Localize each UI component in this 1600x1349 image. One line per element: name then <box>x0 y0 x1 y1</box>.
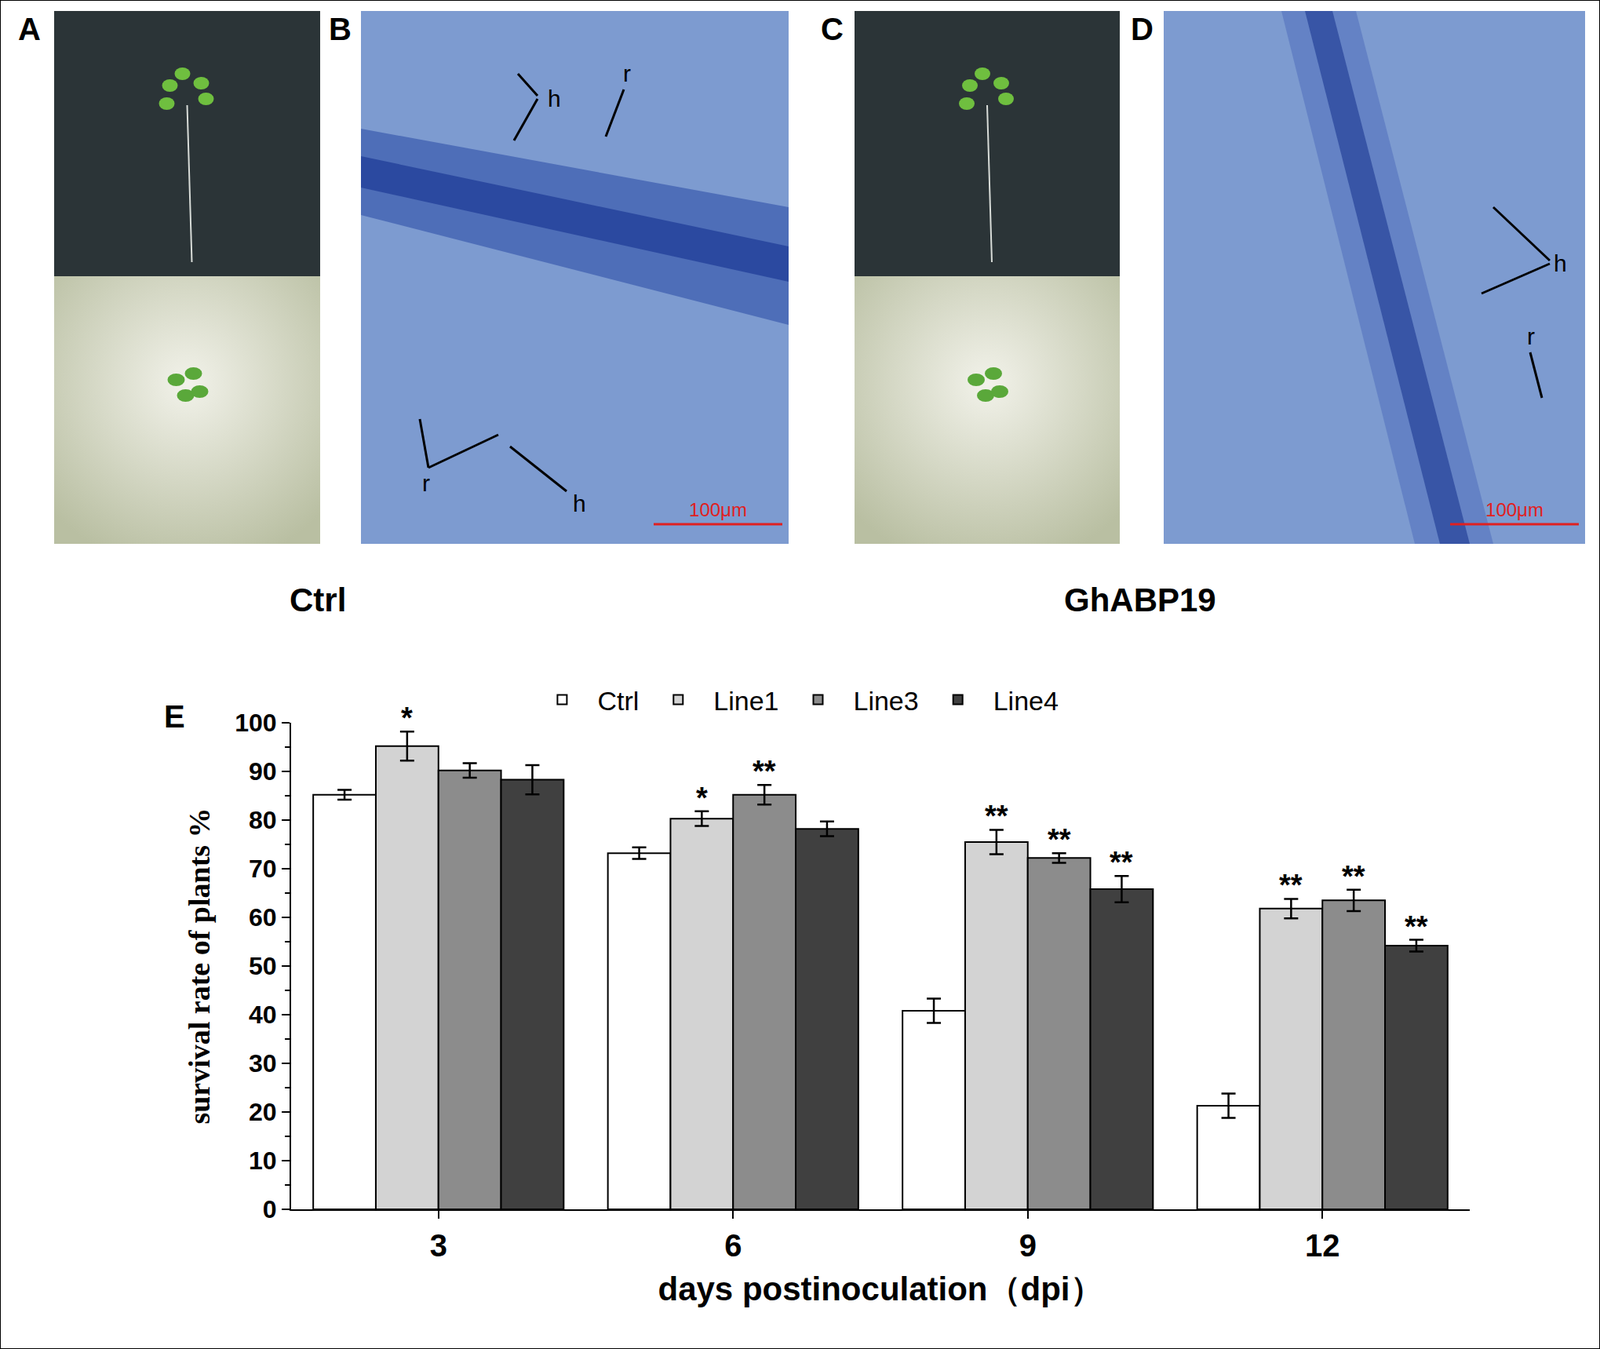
svg-text:100: 100 <box>234 708 277 737</box>
svg-text:r: r <box>1527 323 1535 350</box>
svg-text:50: 50 <box>248 951 277 981</box>
svg-text:**: ** <box>1109 845 1134 879</box>
svg-text:60: 60 <box>248 903 277 932</box>
html-text:C: C <box>820 11 844 47</box>
svg-text:6: 6 <box>724 1228 742 1263</box>
svg-text:r: r <box>623 60 631 87</box>
html-text:GhABP19: GhABP19 <box>1064 581 1217 619</box>
svg-text:survival rate of plants %: survival rate of plants % <box>182 807 216 1124</box>
svg-text:h: h <box>572 490 587 517</box>
svg-text:h: h <box>1553 250 1568 277</box>
svg-text:days postinoculation（dpi）: days postinoculation（dpi） <box>657 1270 1103 1308</box>
svg-text:*: * <box>400 701 413 735</box>
html-text:D: D <box>1130 11 1154 47</box>
svg-text:h: h <box>547 85 562 112</box>
svg-text:20: 20 <box>248 1097 277 1127</box>
svg-text:**: ** <box>1047 823 1072 857</box>
html-text:E: E <box>164 699 185 734</box>
svg-text:*: * <box>696 781 708 815</box>
svg-text:**: ** <box>984 799 1009 833</box>
svg-text:70: 70 <box>248 854 277 883</box>
html-text:A: A <box>18 11 41 47</box>
svg-text:9: 9 <box>1019 1228 1037 1263</box>
svg-text:Line4: Line4 <box>993 685 1059 716</box>
svg-text:10: 10 <box>248 1146 277 1175</box>
svg-text:3: 3 <box>430 1228 448 1263</box>
html-text:Ctrl: Ctrl <box>289 581 347 619</box>
svg-text:**: ** <box>1279 868 1303 902</box>
svg-text:100μm: 100μm <box>1485 499 1544 521</box>
svg-text:80: 80 <box>248 805 277 835</box>
svg-text:**: ** <box>1404 910 1429 944</box>
svg-text:**: ** <box>1341 860 1366 893</box>
svg-text:0: 0 <box>262 1195 277 1224</box>
svg-text:**: ** <box>752 754 777 788</box>
svg-text:Line1: Line1 <box>713 685 779 716</box>
html-text:B: B <box>328 11 352 47</box>
svg-text:12: 12 <box>1304 1228 1341 1263</box>
svg-text:30: 30 <box>248 1049 277 1078</box>
svg-text:Line3: Line3 <box>852 685 919 716</box>
svg-text:Ctrl: Ctrl <box>597 685 639 716</box>
svg-text:100μm: 100μm <box>688 499 748 521</box>
svg-text:r: r <box>422 470 431 496</box>
svg-text:40: 40 <box>248 1000 277 1029</box>
svg-text:90: 90 <box>248 757 277 786</box>
